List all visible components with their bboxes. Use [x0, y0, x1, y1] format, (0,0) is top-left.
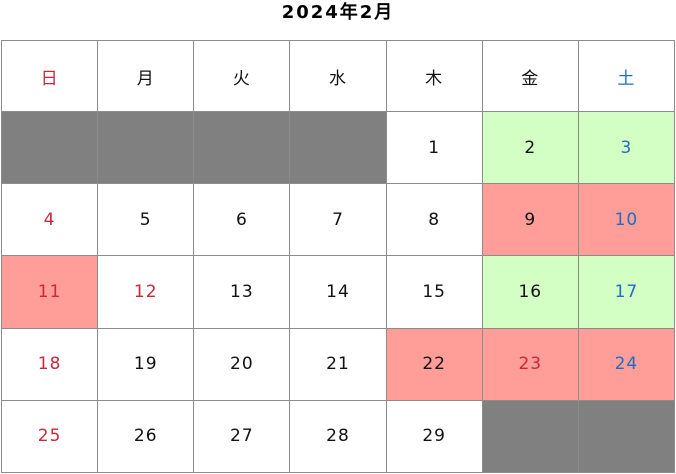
empty-cell	[97, 110, 195, 185]
day-cell[interactable]: 20	[193, 327, 291, 401]
empty-cell	[289, 110, 387, 185]
week-row: 25 26 27 28 29	[0, 399, 676, 474]
empty-cell	[0, 110, 99, 185]
day-cell[interactable]: 2	[481, 110, 579, 185]
day-cell[interactable]: 11	[0, 255, 99, 329]
day-cell[interactable]: 4	[0, 183, 99, 257]
day-cell[interactable]: 8	[385, 183, 483, 257]
weekday-header: 木	[385, 40, 483, 112]
day-cell[interactable]: 27	[193, 399, 291, 474]
day-cell[interactable]: 5	[97, 183, 195, 257]
day-cell[interactable]: 3	[577, 110, 676, 185]
weekday-header: 月	[97, 40, 195, 112]
weekday-header: 水	[289, 40, 387, 112]
day-cell[interactable]: 9	[481, 183, 579, 257]
calendar-title: 2024年2月	[281, 2, 395, 23]
weekday-header-row: 日月火水木金土	[0, 40, 676, 112]
day-cell[interactable]: 19	[97, 327, 195, 401]
empty-cell	[193, 110, 291, 185]
day-cell[interactable]: 21	[289, 327, 387, 401]
weekday-header: 火	[193, 40, 291, 112]
weekday-header: 金	[481, 40, 579, 112]
day-cell[interactable]: 17	[577, 255, 676, 329]
day-cell[interactable]: 6	[193, 183, 291, 257]
week-row: 11 12 13 14 15 16 17	[0, 255, 676, 329]
day-cell[interactable]: 16	[481, 255, 579, 329]
day-cell[interactable]: 15	[385, 255, 483, 329]
day-cell[interactable]: 25	[0, 399, 99, 474]
week-row: 18 19 20 21 22 23 24	[0, 327, 676, 401]
day-cell[interactable]: 14	[289, 255, 387, 329]
weekday-header: 日	[0, 40, 99, 112]
day-cell[interactable]: 13	[193, 255, 291, 329]
day-cell[interactable]: 29	[385, 399, 483, 474]
day-cell[interactable]: 12	[97, 255, 195, 329]
day-cell[interactable]: 1	[385, 110, 483, 185]
week-row: 4 5 6 7 8 9 10	[0, 183, 676, 257]
day-cell[interactable]: 24	[577, 327, 676, 401]
day-cell[interactable]: 28	[289, 399, 387, 474]
day-cell[interactable]: 22	[385, 327, 483, 401]
day-cell[interactable]: 7	[289, 183, 387, 257]
empty-cell	[577, 399, 676, 474]
day-cell[interactable]: 10	[577, 183, 676, 257]
empty-cell	[481, 399, 579, 474]
weekday-header: 土	[577, 40, 676, 112]
calendar-grid: 日月火水木金土 1 2 3 4 5 6 7 8 9 10 11 12 13 14 15 16 17 18 19 20 2…	[0, 40, 676, 474]
day-cell[interactable]: 18	[0, 327, 99, 401]
day-cell[interactable]: 23	[481, 327, 579, 401]
day-cell[interactable]: 26	[97, 399, 195, 474]
